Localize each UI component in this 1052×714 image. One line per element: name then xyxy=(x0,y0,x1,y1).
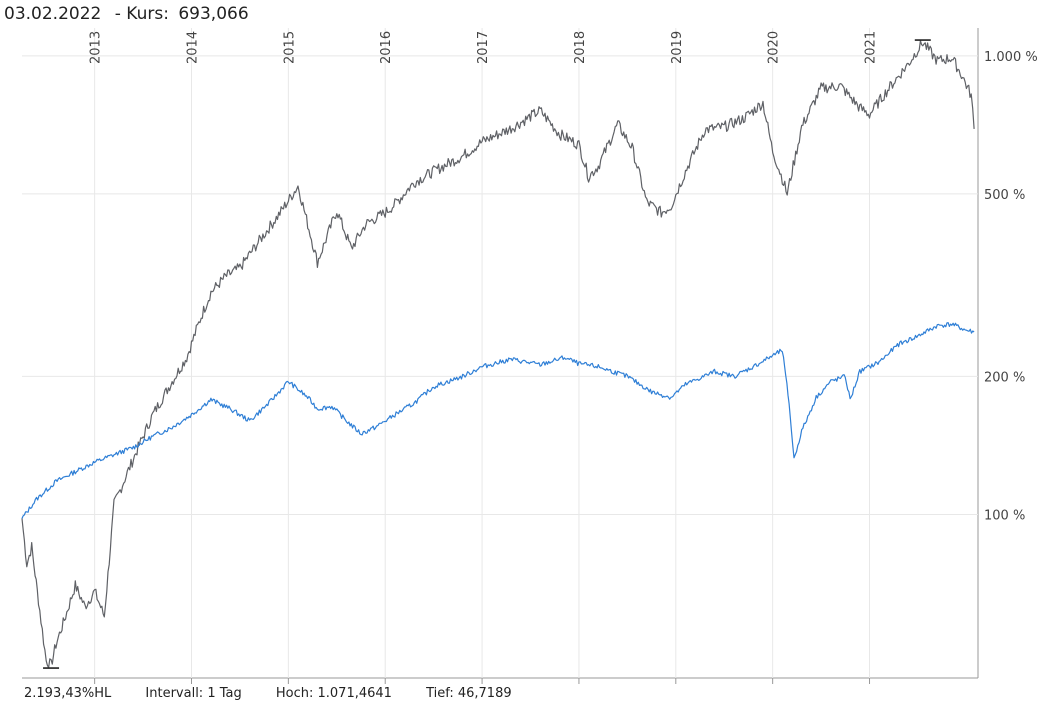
extreme-markers xyxy=(43,39,931,669)
footer-intervall: Intervall: 1 Tag xyxy=(145,686,242,701)
chart-footer: 2.193,43%HL Intervall: 1 Tag Hoch: 1.071… xyxy=(24,686,542,701)
header-kurs-value: 693,066 xyxy=(178,4,249,24)
index-series-line xyxy=(21,322,975,519)
x-tick-label: 2017 xyxy=(476,31,491,64)
x-axis: 2013 2014 2015 2016 2017 2018 2019 2020 2021 xyxy=(89,31,879,64)
footer-tief: Tief: 46,7189 xyxy=(426,686,512,701)
x-tick-label: 2013 xyxy=(89,31,104,64)
x-tick-label: 2018 xyxy=(573,31,588,64)
footer-hoch: Hoch: 1.071,4641 xyxy=(275,686,392,701)
chart-header: 03.02.2022 - Kurs: 693,066 xyxy=(4,4,249,24)
y-tick-label: 1.000 % xyxy=(984,50,1038,65)
x-tick-label: 2021 xyxy=(864,31,879,64)
grid xyxy=(22,28,979,684)
x-tick-label: 2015 xyxy=(282,31,297,64)
x-tick-label: 2020 xyxy=(767,31,782,64)
y-tick-label: 200 % xyxy=(984,370,1025,385)
y-tick-label: 100 % xyxy=(984,508,1025,523)
series-lines xyxy=(21,40,975,669)
y-tick-label: 500 % xyxy=(984,188,1025,203)
header-kurs-label: - Kurs: xyxy=(114,4,169,24)
header-date: 03.02.2022 xyxy=(4,4,102,24)
stock-series-line xyxy=(21,40,975,669)
x-tick-label: 2016 xyxy=(379,31,394,64)
footer-performance: 2.193,43%HL xyxy=(24,686,112,701)
x-tick-label: 2014 xyxy=(186,31,201,64)
x-tick-label: 2019 xyxy=(670,31,685,64)
price-chart[interactable]: 2013 2014 2015 2016 2017 2018 2019 2020 2021 100… xyxy=(0,0,1052,684)
y-axis: 100 % 200 % 500 % 1.000 % xyxy=(984,50,1038,524)
